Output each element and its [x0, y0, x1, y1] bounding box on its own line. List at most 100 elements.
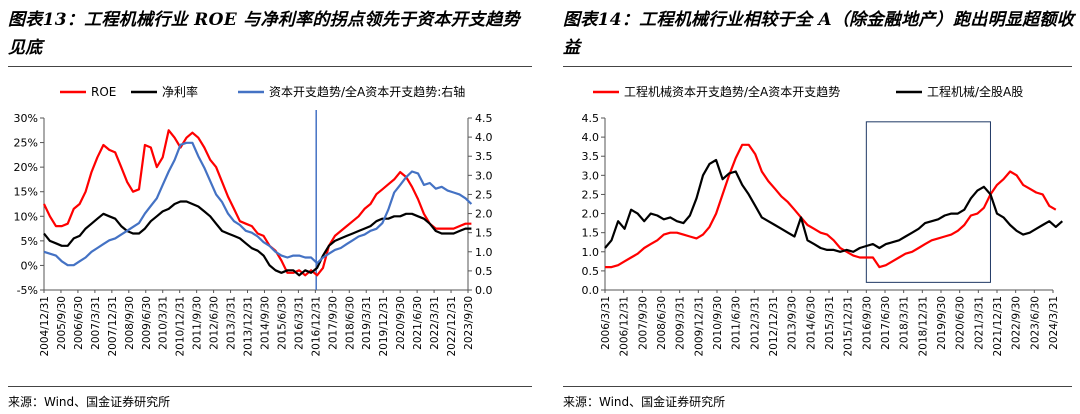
y-tick-label-left: 0.5: [582, 265, 600, 278]
x-tick-label: 2017/9/30: [327, 296, 339, 350]
y-tick-label-left: 2.0: [582, 208, 600, 221]
y-tick-label-right: 0.0: [475, 284, 493, 297]
highlight-box: [865, 121, 991, 283]
x-tick-label: 2004/12/31: [39, 296, 51, 357]
y-tick-label-right: 1.5: [475, 227, 493, 240]
x-tick-label: 2016/12/31: [310, 296, 322, 357]
x-tick-label: 2021/12/31: [992, 296, 1004, 357]
y-tick-label-right: 0.5: [475, 265, 493, 278]
x-tick-label: 2019/9/30: [936, 296, 948, 350]
y-tick-label-left: 15%: [14, 186, 38, 199]
chart-panel-13: 图表13：工程机械行业 ROE 与净利率的拐点领先于资本开支趋势见底 -5% 0%…: [8, 10, 532, 409]
x-tick-label: 2008/6/30: [656, 296, 668, 350]
source-divider: [8, 386, 532, 387]
y-tick-label-left: 10%: [14, 210, 38, 223]
x-tick-label: 2011/6/30: [731, 296, 743, 350]
x-tick-label: 2012/12/31: [768, 296, 780, 357]
legend-label: 工程机械资本开支趋势/全A资本开支趋势: [624, 84, 840, 99]
source-divider: [563, 386, 1072, 387]
series-line-2: [604, 158, 1064, 253]
x-tick-label: 2016/9/30: [861, 296, 873, 350]
x-tick-label: 2006/3/31: [600, 296, 612, 350]
x-tick-label: 2013/9/30: [787, 296, 799, 350]
x-tick-label: 2016/3/31: [293, 296, 305, 350]
x-tick-label: 2015/6/30: [276, 296, 288, 350]
series-line-1: [605, 143, 1057, 269]
x-tick-label: 2024/3/31: [1048, 296, 1060, 350]
x-tick-label: 2006/6/30: [73, 296, 85, 350]
x-tick-label: 2012/3/31: [749, 296, 761, 350]
y-tick-label-left: 2.5: [582, 188, 600, 201]
x-tick-label: 2018/6/30: [344, 296, 356, 350]
chart-title: 图表14：工程机械行业相较于全 A（除金融地产）跑出明显超额收益: [563, 10, 1075, 58]
x-tick-label: 2014/9/30: [259, 296, 271, 350]
x-tick-label: 2018/3/31: [899, 296, 911, 350]
y-tick-label-left: 4.0: [582, 131, 600, 144]
y-tick-label-left: 1.5: [582, 227, 600, 240]
x-tick-label: 2017/6/30: [880, 296, 892, 350]
y-tick-label-left: 5%: [21, 235, 38, 248]
x-tick-label: 2011/9/30: [192, 296, 204, 350]
x-tick-label: 2012/6/30: [209, 296, 221, 350]
x-tick-label: 2020/6/30: [955, 296, 967, 350]
y-tick-label-left: 30%: [14, 112, 38, 125]
x-tick-label: 2015/3/31: [824, 296, 836, 350]
series-line-2: [43, 200, 472, 277]
y-tick-label-right: 4.5: [475, 112, 493, 125]
x-tick-label: 2023/9/30: [463, 296, 475, 350]
x-tick-label: 2013/12/31: [243, 296, 255, 357]
chart-13: -5% 0% 5% 10% 15% 20% 25% 30% 0.0 0.5 1.0 1.5 2.0 2.5…: [14, 84, 493, 357]
x-tick-label: 2007/12/31: [107, 296, 119, 357]
x-tick-label: 2020/9/30: [395, 296, 407, 350]
y-tick-label-left: -5%: [17, 284, 38, 297]
x-tick-label: 2006/12/31: [619, 296, 631, 357]
x-tick-label: 2019/3/31: [361, 296, 373, 350]
y-tick-label-left: 25%: [14, 137, 38, 150]
y-tick-label-left: 3.5: [582, 150, 600, 163]
x-tick-label: 2010/3/31: [158, 296, 170, 350]
x-tick-label: 2018/12/31: [917, 296, 929, 357]
x-tick-label: 2009/12/31: [693, 296, 705, 357]
title-divider: [8, 66, 532, 67]
x-tick-label: 2013/3/31: [226, 296, 238, 350]
source-note: 来源：Wind、国金证券研究所: [563, 395, 726, 409]
legend-label: 工程机械/全股A股: [927, 84, 1023, 99]
y-tick-label-left: 0%: [21, 259, 38, 272]
chart-title: 图表13：工程机械行业 ROE 与净利率的拐点领先于资本开支趋势见底: [8, 10, 520, 58]
chart-14: 0.0 0.5 1.0 1.5 2.0 2.5 3.0 3.5 4.0 4.5 2006/3/31 2…: [582, 84, 1064, 357]
legend-label: 净利率: [162, 84, 198, 99]
chart-panel-14: 图表14：工程机械行业相较于全 A（除金融地产）跑出明显超额收益 0.0 0.5 1…: [555, 0, 1080, 414]
y-tick-label-left: 4.5: [582, 112, 600, 125]
y-tick-label-right: 3.5: [475, 150, 493, 163]
x-tick-label: 2005/9/30: [56, 296, 68, 350]
x-tick-label: 2022/9/30: [1011, 296, 1023, 350]
x-tick-label: 2010/9/30: [712, 296, 724, 350]
x-tick-label: 2014/6/30: [805, 296, 817, 350]
x-tick-label: 2015/12/31: [843, 296, 855, 357]
title-divider: [563, 66, 1072, 67]
y-tick-label-right: 2.0: [475, 208, 493, 221]
y-tick-label-right: 1.0: [475, 246, 493, 259]
series-line-1: [43, 129, 472, 277]
y-tick-label-left: 0.0: [582, 284, 600, 297]
x-tick-label: 2022/12/31: [446, 296, 458, 357]
x-tick-label: 2019/12/31: [378, 296, 390, 357]
x-tick-label: 2009/3/31: [675, 296, 687, 350]
y-tick-label-right: 3.0: [475, 169, 493, 182]
x-tick-label: 2022/3/31: [429, 296, 441, 350]
y-tick-label-right: 4.0: [475, 131, 493, 144]
x-tick-label: 2007/3/31: [90, 296, 102, 350]
x-tick-label: 2021/3/31: [973, 296, 985, 350]
y-tick-label-left: 20%: [14, 161, 38, 174]
y-tick-label-left: 1.0: [582, 246, 600, 259]
series-line-3: [43, 141, 473, 267]
x-tick-label: 2009/6/30: [141, 296, 153, 350]
legend-label: 资本开支趋势/全A资本开支趋势:右轴: [269, 84, 465, 99]
x-tick-label: 2010/12/31: [175, 296, 187, 357]
y-tick-label-left: 3.0: [582, 169, 600, 182]
x-tick-label: 2008/9/30: [124, 296, 136, 350]
x-tick-label: 2007/9/30: [637, 296, 649, 350]
legend-label: ROE: [91, 85, 116, 99]
x-tick-label: 2021/6/30: [412, 296, 424, 350]
source-note: 来源：Wind、国金证券研究所: [8, 395, 171, 409]
